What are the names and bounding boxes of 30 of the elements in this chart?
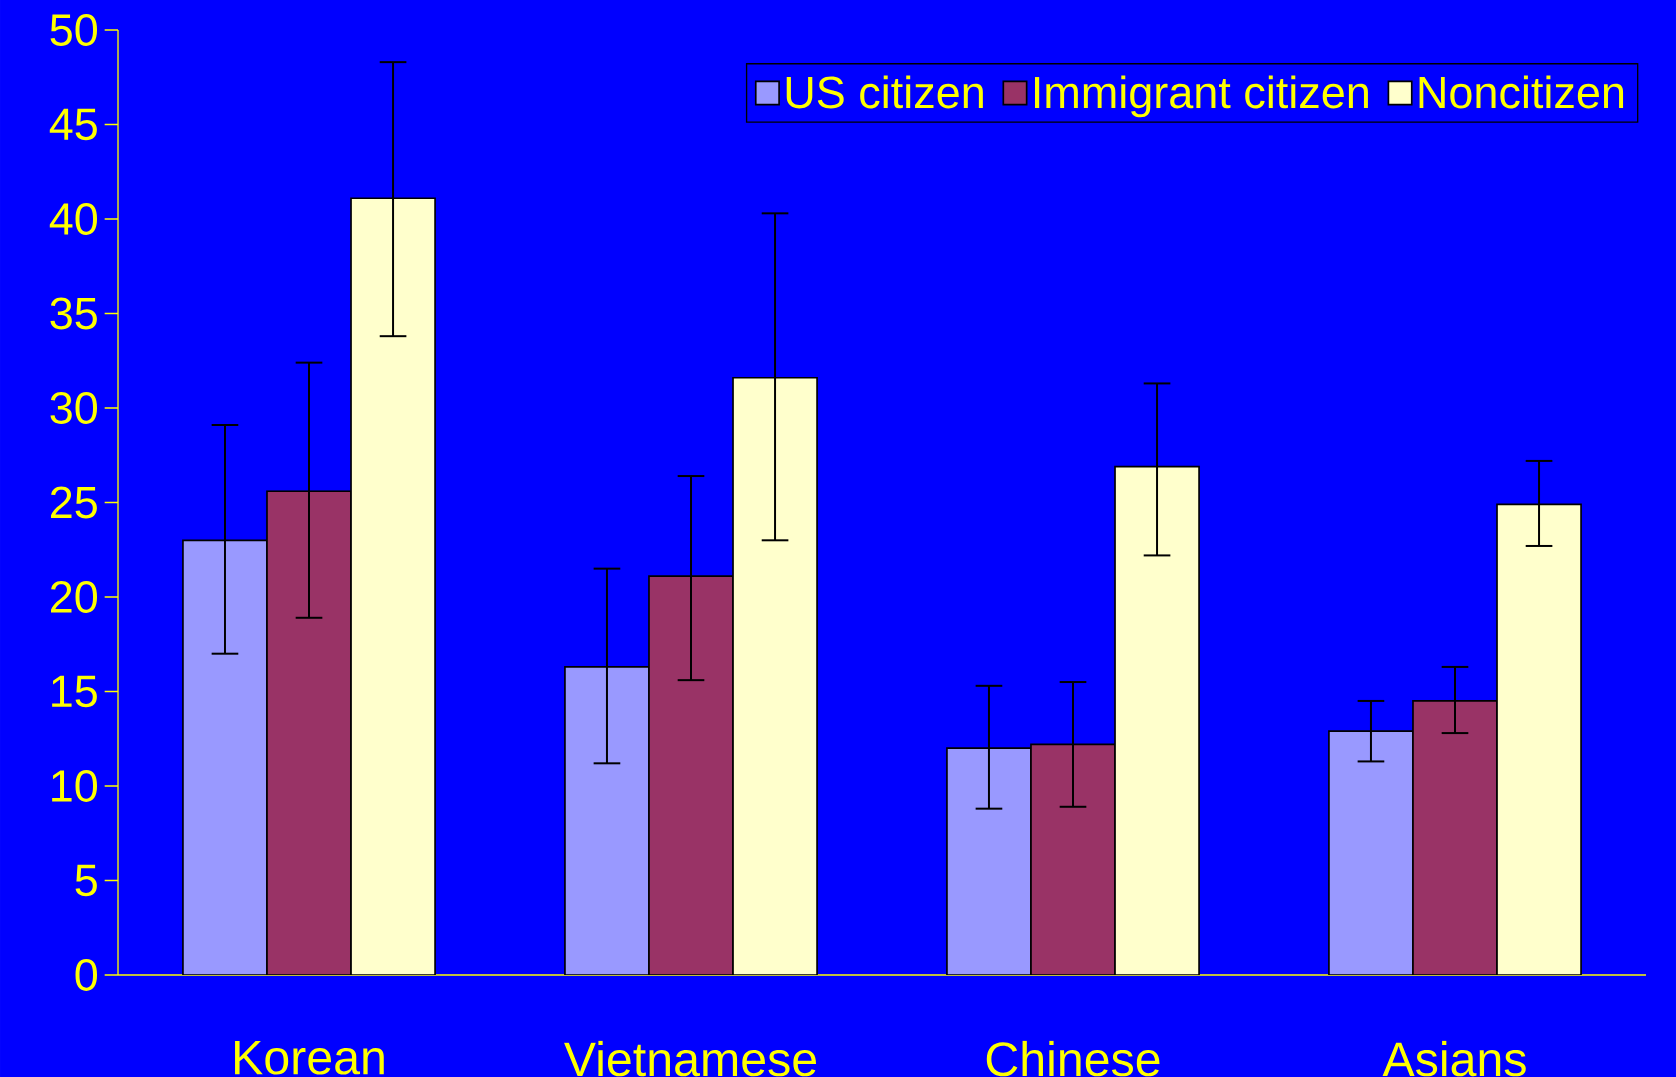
y-tick-label: 15 [52, 675, 97, 708]
bar [564, 666, 650, 975]
legend-label: US citizen [786, 75, 983, 109]
y-tick-label: 35 [50, 297, 97, 330]
bar [1496, 503, 1582, 975]
y-tick-label: 50 [50, 14, 98, 46]
y-tick-label: 25 [51, 486, 97, 519]
bar [266, 490, 352, 975]
bar [946, 747, 1032, 975]
y-tick-label: 45 [49, 108, 97, 141]
y-tick-label: 10 [52, 770, 98, 802]
y-tick-label: 40 [49, 203, 98, 235]
bar [1412, 700, 1498, 975]
legend-label: Noncitizen [1419, 75, 1624, 109]
legend-label: Immigrant citizen [1034, 75, 1368, 118]
bar [648, 575, 734, 975]
bar [732, 376, 818, 975]
y-tick-label: 20 [51, 581, 98, 613]
x-tick-label: Vietnamese [564, 1040, 816, 1077]
x-tick-label: Chinese [986, 1040, 1160, 1077]
x-tick-label: Korean [235, 1040, 384, 1075]
bar [350, 197, 436, 975]
y-tick-label: 5 [75, 864, 97, 897]
y-tick-label: 0 [75, 959, 98, 991]
bar [1328, 730, 1414, 975]
bar [1030, 743, 1116, 975]
bar [1114, 465, 1200, 975]
x-tick-label: Asians [1382, 1040, 1526, 1077]
y-tick-label: 30 [50, 392, 98, 424]
bar [182, 539, 268, 975]
